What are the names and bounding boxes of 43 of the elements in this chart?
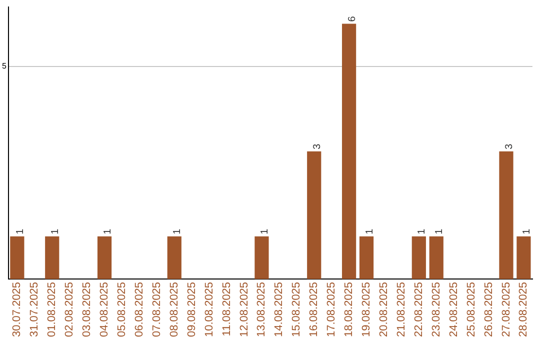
- x-tick-label: 30.07.2025: [11, 282, 24, 338]
- x-tick-label: 17.08.2025: [326, 282, 338, 338]
- x-tick-label: 12.08.2025: [238, 282, 250, 338]
- data-label: 1: [416, 228, 428, 234]
- x-tick-label: 02.08.2025: [64, 282, 76, 338]
- data-label: 1: [259, 228, 270, 234]
- x-tick-label: 20.08.2025: [378, 282, 390, 338]
- y-tick-label: 5: [2, 62, 7, 71]
- x-tick-label: 04.08.2025: [98, 282, 111, 338]
- data-label: 1: [364, 228, 376, 234]
- x-tick-label: 16.08.2025: [308, 282, 320, 338]
- x-tick-label: 01.08.2025: [46, 282, 58, 338]
- x-tick-label: 18.08.2025: [343, 282, 356, 338]
- data-label: 1: [102, 228, 114, 234]
- x-tick-label: 28.08.2025: [518, 282, 530, 338]
- x-tick-label: 15.08.2025: [290, 282, 303, 338]
- data-label: 1: [434, 228, 446, 234]
- data-label: 3: [504, 143, 515, 150]
- x-tick-label: 13.08.2025: [256, 282, 268, 338]
- x-tick-label: 08.08.2025: [168, 282, 180, 338]
- data-label: 1: [172, 228, 184, 234]
- x-tick-label: 06.08.2025: [133, 282, 146, 338]
- x-tick-label: 31.07.2025: [28, 282, 41, 338]
- x-tick-label: 21.08.2025: [395, 282, 408, 338]
- data-label: 1: [14, 228, 26, 234]
- data-label: 1: [50, 228, 61, 234]
- data-label: 3: [312, 143, 323, 150]
- x-tick-label: 27.08.2025: [500, 282, 512, 338]
- x-tick-label: 03.08.2025: [81, 282, 94, 338]
- x-tick-label: 24.08.2025: [448, 282, 460, 338]
- x-tick-label: 23.08.2025: [430, 282, 442, 338]
- data-label: 1: [521, 228, 532, 234]
- x-tick-label: 11.08.2025: [220, 282, 233, 336]
- x-tick-label: 19.08.2025: [360, 282, 373, 338]
- x-tick-label: 05.08.2025: [116, 282, 128, 338]
- data-label: 6: [346, 16, 358, 22]
- x-tick-label: 25.08.2025: [465, 282, 478, 338]
- x-tick-label: 09.08.2025: [186, 282, 198, 338]
- x-tick-label: 10.08.2025: [203, 282, 216, 338]
- x-tick-label: 07.08.2025: [150, 282, 163, 338]
- x-tick-label: 14.08.2025: [273, 282, 286, 338]
- x-tick-label: 22.08.2025: [412, 282, 425, 338]
- x-tick-label: 26.08.2025: [482, 282, 495, 338]
